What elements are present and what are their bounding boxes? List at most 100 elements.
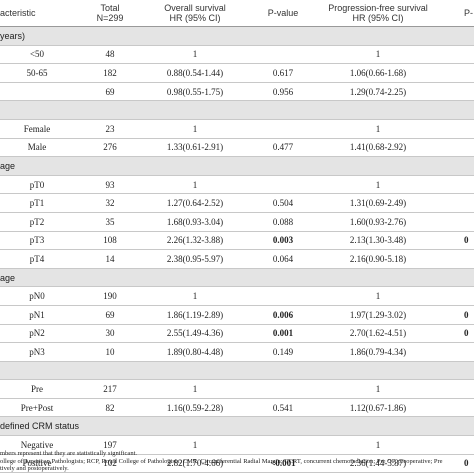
cell: 2.70(1.62-4.51)	[316, 324, 440, 344]
cell: 182	[80, 63, 140, 83]
cell	[440, 435, 474, 455]
data-row: pT1 32 1.27(0.64-2.52) 0.504 1.31(0.69-2.49)	[0, 193, 474, 213]
cell	[250, 119, 316, 139]
footnotes: mbers represent that they are statistica…	[0, 450, 474, 473]
section-row: age	[0, 268, 474, 288]
row-label: Male	[0, 138, 80, 158]
cell: 108	[80, 231, 140, 251]
row-label: pN2	[0, 324, 80, 344]
cell: 2.38(0.95-5.97)	[140, 249, 250, 269]
cell	[440, 45, 474, 65]
cell: 2.16(0.90-5.18)	[316, 249, 440, 269]
row-label: pT0	[0, 175, 80, 195]
row-label: Positive	[0, 454, 80, 474]
cell: 1	[316, 379, 440, 399]
section-row: years)	[0, 26, 474, 46]
cell	[250, 175, 316, 195]
header-row: acteristic Total N=299 Overall survival HR (…	[0, 0, 474, 27]
column-header: Total N=299	[80, 0, 140, 27]
footnote: tively and postoperatively.	[0, 465, 69, 473]
column-header: Progression-free survival HR (95% CI)	[316, 0, 440, 27]
cell: 1.68(0.93-3.04)	[140, 212, 250, 232]
cell: <0.001	[250, 454, 316, 474]
cell: 0	[440, 305, 474, 325]
cell: 1.29(0.74-2.25)	[316, 82, 440, 102]
footnote: ollege of American Pathologists; RCP, Ro…	[0, 457, 443, 465]
cell: 2.82(1.70-4.66)	[140, 454, 250, 474]
cell	[250, 45, 316, 65]
cell: 0.088	[250, 212, 316, 232]
header-line: Progression-free survival	[328, 3, 428, 13]
cell: 1	[140, 175, 250, 195]
cell: 32	[80, 193, 140, 213]
section-row: defined CRM status	[0, 416, 474, 437]
section-title: age	[0, 268, 474, 288]
section-row	[0, 100, 474, 120]
cell: 0	[440, 454, 474, 474]
cell	[440, 249, 474, 269]
cell: 2.55(1.49-4.36)	[140, 324, 250, 344]
section-title	[0, 100, 474, 120]
row-label: pT3	[0, 231, 80, 251]
column-header: P-value	[250, 0, 316, 27]
cell	[440, 342, 474, 362]
cell: 93	[80, 175, 140, 195]
cell: 30	[80, 324, 140, 344]
cell: 1.33(0.61-2.91)	[140, 138, 250, 158]
cell: 2.13(1.30-3.48)	[316, 231, 440, 251]
cell: 1	[316, 435, 440, 455]
header-line: HR (95% CI)	[169, 13, 221, 23]
cell: 2.26(1.32-3.88)	[140, 231, 250, 251]
data-row: pT0 93 1 1	[0, 175, 474, 195]
section-row	[0, 361, 474, 381]
cell: 14	[80, 249, 140, 269]
cell: 0.504	[250, 193, 316, 213]
row-label: pN0	[0, 286, 80, 306]
cell	[250, 379, 316, 399]
cell: 1	[140, 435, 250, 455]
cell	[440, 82, 474, 102]
data-row: Male 276 1.33(0.61-2.91) 0.477 1.41(0.68-2.9…	[0, 138, 474, 158]
cell: 1.06(0.66-1.68)	[316, 63, 440, 83]
cell	[440, 175, 474, 195]
cell: 0.617	[250, 63, 316, 83]
cell: 1	[316, 175, 440, 195]
cell	[250, 435, 316, 455]
cell: 1.86(1.19-2.89)	[140, 305, 250, 325]
row-label	[0, 82, 80, 102]
header-line: Overall survival	[164, 3, 226, 13]
cell	[440, 212, 474, 232]
cell: 197	[80, 435, 140, 455]
cell: 1.16(0.59-2.28)	[140, 398, 250, 418]
section-title	[0, 361, 474, 381]
header-line: N=299	[96, 13, 124, 23]
cell: 23	[80, 119, 140, 139]
data-row: Female 23 1 1	[0, 119, 474, 139]
row-label: Pre+Post	[0, 398, 80, 418]
section-title: defined CRM status	[0, 416, 474, 437]
cell: 1.12(0.67-1.86)	[316, 398, 440, 418]
cell: 0.98(0.55-1.75)	[140, 82, 250, 102]
cell	[440, 119, 474, 139]
cell	[250, 286, 316, 306]
section-row: age	[0, 156, 474, 176]
data-row: Pre 217 1 1	[0, 379, 474, 399]
cell: 1.41(0.68-2.92)	[316, 138, 440, 158]
header-line: HR (95% CI)	[352, 13, 404, 23]
row-label: pT1	[0, 193, 80, 213]
cell	[440, 63, 474, 83]
cell: 0.477	[250, 138, 316, 158]
row-label: Pre	[0, 379, 80, 399]
data-row: pT2 35 1.68(0.93-3.04) 0.088 1.60(0.93-2.76)	[0, 212, 474, 232]
cell: 1	[140, 45, 250, 65]
cell: 0.88(0.54-1.44)	[140, 63, 250, 83]
row-label: pN3	[0, 342, 80, 362]
data-row: <50 48 1 1	[0, 45, 474, 65]
cell: 0.064	[250, 249, 316, 269]
column-header: P-	[440, 0, 474, 27]
cell: 2.36(1.44-3.87)	[316, 454, 440, 474]
table-body: years) <50 48 1 1 50-65 182 0.88(0.54-1.44) 0.61…	[0, 26, 474, 474]
cell: 1	[316, 286, 440, 306]
